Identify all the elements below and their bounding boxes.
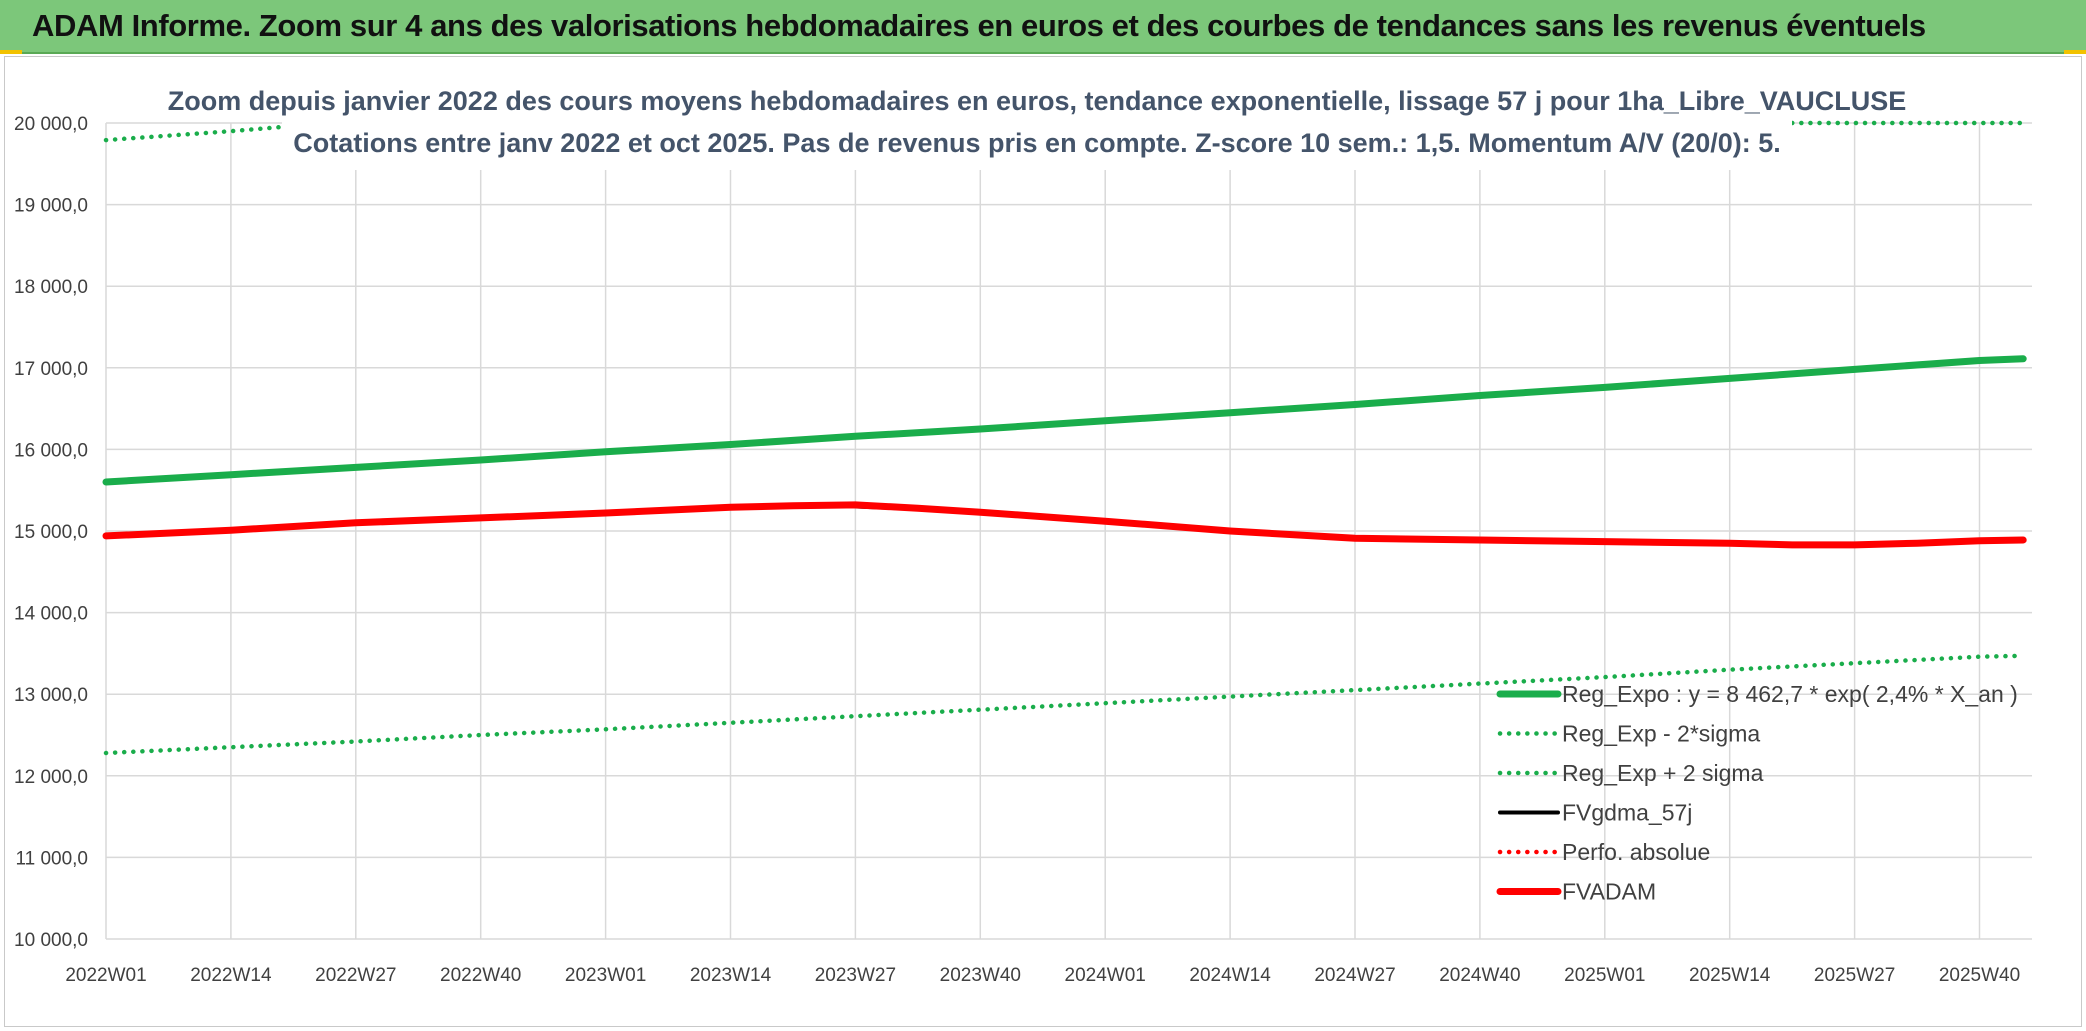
report-title: ADAM Informe. Zoom sur 4 ans des valoris… <box>32 8 1926 43</box>
x-tick-label: 2024W14 <box>1189 965 1271 986</box>
x-tick-label: 2023W27 <box>815 965 896 986</box>
y-tick-label: 11 000,0 <box>15 848 88 869</box>
x-axis: 2022W01 2022W14 2022W27 2022W40 2023W01 2023W… <box>65 965 2020 986</box>
series-line-reg-exp-plus-2-sigma <box>103 124 284 143</box>
legend-label: Reg_Expo : y = 8 462,7 * exp( 2,4% * X_a… <box>1562 681 2018 707</box>
series-layer <box>102 120 2027 756</box>
x-tick-label: 2022W01 <box>65 965 146 986</box>
x-tick-label: 2023W01 <box>565 965 646 986</box>
y-tick-label: 15 000,0 <box>14 522 88 543</box>
legend-label: FVgdma_57j <box>1562 800 1692 826</box>
legend-label: Perfo. absolue <box>1562 839 1710 865</box>
y-tick-label: 19 000,0 <box>14 196 88 217</box>
legend-label: Reg_Exp - 2*sigma <box>1562 721 1760 747</box>
x-tick-label: 2025W01 <box>1564 965 1645 986</box>
x-tick-label: 2022W14 <box>190 965 272 986</box>
y-tick-label: 17 000,0 <box>14 359 88 380</box>
x-tick-label: 2024W01 <box>1065 965 1146 986</box>
x-tick-label: 2022W40 <box>440 965 521 986</box>
y-tick-label: 20 000,0 <box>14 114 88 135</box>
y-tick-label: 12 000,0 <box>14 767 88 788</box>
chart-subtitle: Cotations entre janv 2022 et oct 2025. P… <box>293 128 1781 158</box>
banner-corner-right <box>2064 50 2086 54</box>
x-tick-label: 2024W27 <box>1314 965 1395 986</box>
y-tick-label: 14 000,0 <box>14 604 88 625</box>
chart-frame <box>4 56 2082 1027</box>
y-tick-label: 13 000,0 <box>14 685 88 706</box>
report-banner: ADAM Informe. Zoom sur 4 ans des valoris… <box>0 0 2086 54</box>
x-tick-label: 2024W40 <box>1439 965 1520 986</box>
series-line-reg-exp-minus-2-sigma <box>103 653 2026 756</box>
legend-label: FVADAM <box>1562 879 1656 905</box>
x-tick-label: 2025W27 <box>1814 965 1895 986</box>
x-tick-label: 2022W27 <box>315 965 396 986</box>
y-tick-label: 16 000,0 <box>14 440 88 461</box>
series-line-fvgdma-57j <box>104 504 2026 548</box>
series-line-reg-expo <box>102 355 2027 486</box>
y-tick-label: 10 000,0 <box>14 930 88 951</box>
series-line-fvadam <box>102 501 2027 549</box>
banner-corner-left <box>0 50 22 54</box>
legend: Reg_Expo : y = 8 462,7 * exp( 2,4% * X_a… <box>1496 681 2018 905</box>
x-tick-label: 2025W40 <box>1939 965 2020 986</box>
legend-label: Reg_Exp + 2 sigma <box>1562 760 1764 786</box>
x-tick-label: 2023W40 <box>940 965 1021 986</box>
x-tick-label: 2023W14 <box>690 965 772 986</box>
y-axis: 20 000,0 19 000,0 18 000,0 17 000,0 16 000,0… <box>14 114 88 951</box>
x-tick-label: 2025W14 <box>1689 965 1771 986</box>
y-tick-label: 18 000,0 <box>14 277 88 298</box>
chart-title: Zoom depuis janvier 2022 des cours moyen… <box>168 86 1907 116</box>
subtitle-backdrop <box>282 78 1792 170</box>
